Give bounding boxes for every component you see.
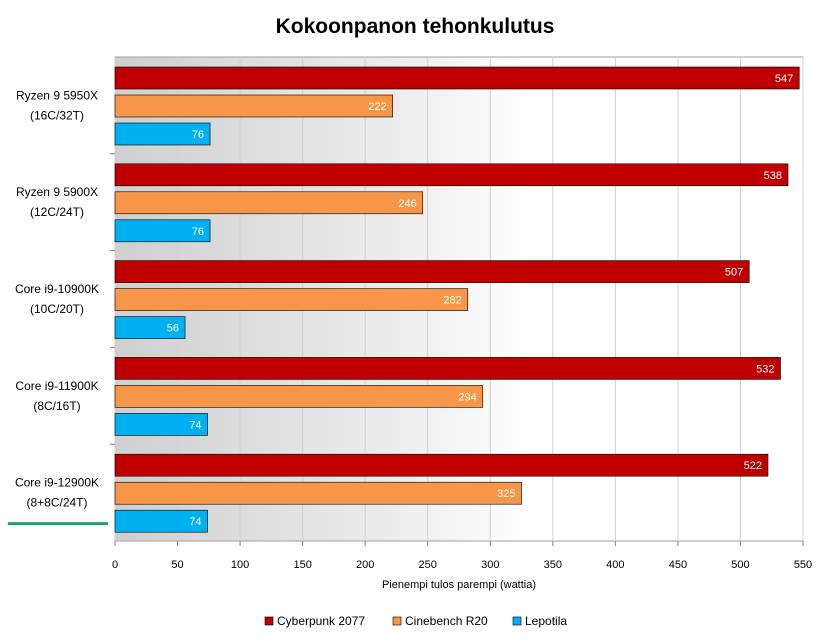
category-label: Ryzen 9 5950X: [16, 88, 98, 102]
chart-title: Kokoonpanon tehonkulutus: [276, 15, 555, 38]
x-tick-label: 100: [231, 559, 249, 571]
bar-cyberpunk-2077: [114, 163, 789, 187]
bars: 547 222 76 538 246 76 507 282 56 532 294 74 522 325 74: [114, 66, 800, 533]
bar-lepotila: [114, 413, 208, 436]
data-label: 325: [497, 488, 515, 500]
legend-label: Lepotila: [525, 614, 567, 628]
legend-label: Cinebench R20: [405, 614, 488, 628]
category-label: Core i9-11900K: [15, 379, 98, 393]
bar-lepotila: [114, 219, 211, 243]
bar-lepotila: [114, 316, 186, 339]
x-axis-label: Pienempi tulos parempi (wattia): [382, 579, 536, 591]
category-label: (10C/20T): [30, 302, 84, 316]
legend: Cyberpunk 2077 Cinebench R20 Lepotila: [264, 614, 567, 628]
category-label: Ryzen 9 5900X: [16, 185, 98, 199]
data-label: 294: [458, 391, 476, 403]
legend-swatch: [392, 616, 402, 626]
data-label: 547: [775, 73, 793, 85]
category-label: Core i9-12900K: [15, 476, 99, 490]
x-tick-label: 400: [606, 559, 624, 571]
data-label: 222: [368, 101, 386, 113]
data-label: 282: [443, 295, 461, 307]
category-labels: Ryzen 9 5950X (16C/32T) Ryzen 9 5900X (12C/…: [8, 88, 108, 526]
x-tick-label: 550: [794, 559, 812, 571]
bar-cinebench-r20: [114, 481, 522, 505]
category-label: (8C/16T): [33, 399, 80, 413]
x-tick-label: 150: [293, 559, 311, 571]
data-label: 74: [189, 419, 201, 431]
x-tick-label: 200: [356, 559, 374, 571]
data-label: 76: [192, 226, 204, 238]
data-label: 56: [167, 323, 179, 335]
category-label: (8+8C/24T): [26, 496, 87, 510]
data-label: 522: [744, 460, 762, 472]
data-label: 507: [725, 267, 743, 279]
data-label: 538: [764, 170, 782, 182]
bar-lepotila: [114, 122, 211, 146]
x-tick-label: 250: [419, 559, 437, 571]
x-tick-label: 500: [731, 559, 749, 571]
bar-cyberpunk-2077: [114, 357, 781, 380]
bar-cinebench-r20: [114, 191, 424, 215]
category-label: (12C/24T): [30, 205, 84, 219]
data-label: 76: [192, 129, 204, 141]
data-label: 74: [189, 516, 201, 528]
legend-swatch: [512, 616, 522, 626]
x-tick-label: 300: [481, 559, 499, 571]
x-axis-ticks: 0 50 100 150 200 250 300 350 400 450 500 550: [110, 153, 812, 571]
legend-swatch: [264, 616, 274, 626]
bar-cyberpunk-2077: [114, 453, 769, 477]
x-tick-label: 50: [171, 559, 183, 571]
bar-cyberpunk-2077: [114, 260, 750, 283]
data-label: 246: [398, 198, 416, 210]
x-tick-label: 350: [544, 559, 562, 571]
bar-cinebench-r20: [114, 385, 484, 408]
bar-cyberpunk-2077: [114, 66, 800, 90]
bar-cinebench-r20: [114, 94, 394, 118]
data-label: 532: [756, 363, 774, 375]
category-label: (16C/32T): [30, 108, 84, 122]
legend-label: Cyberpunk 2077: [277, 614, 365, 628]
bar-lepotila: [114, 509, 208, 533]
x-tick-label: 0: [112, 559, 118, 571]
bar-cinebench-r20: [114, 288, 469, 311]
x-tick-label: 450: [669, 559, 687, 571]
category-label: Core i9-10900K: [15, 282, 99, 296]
